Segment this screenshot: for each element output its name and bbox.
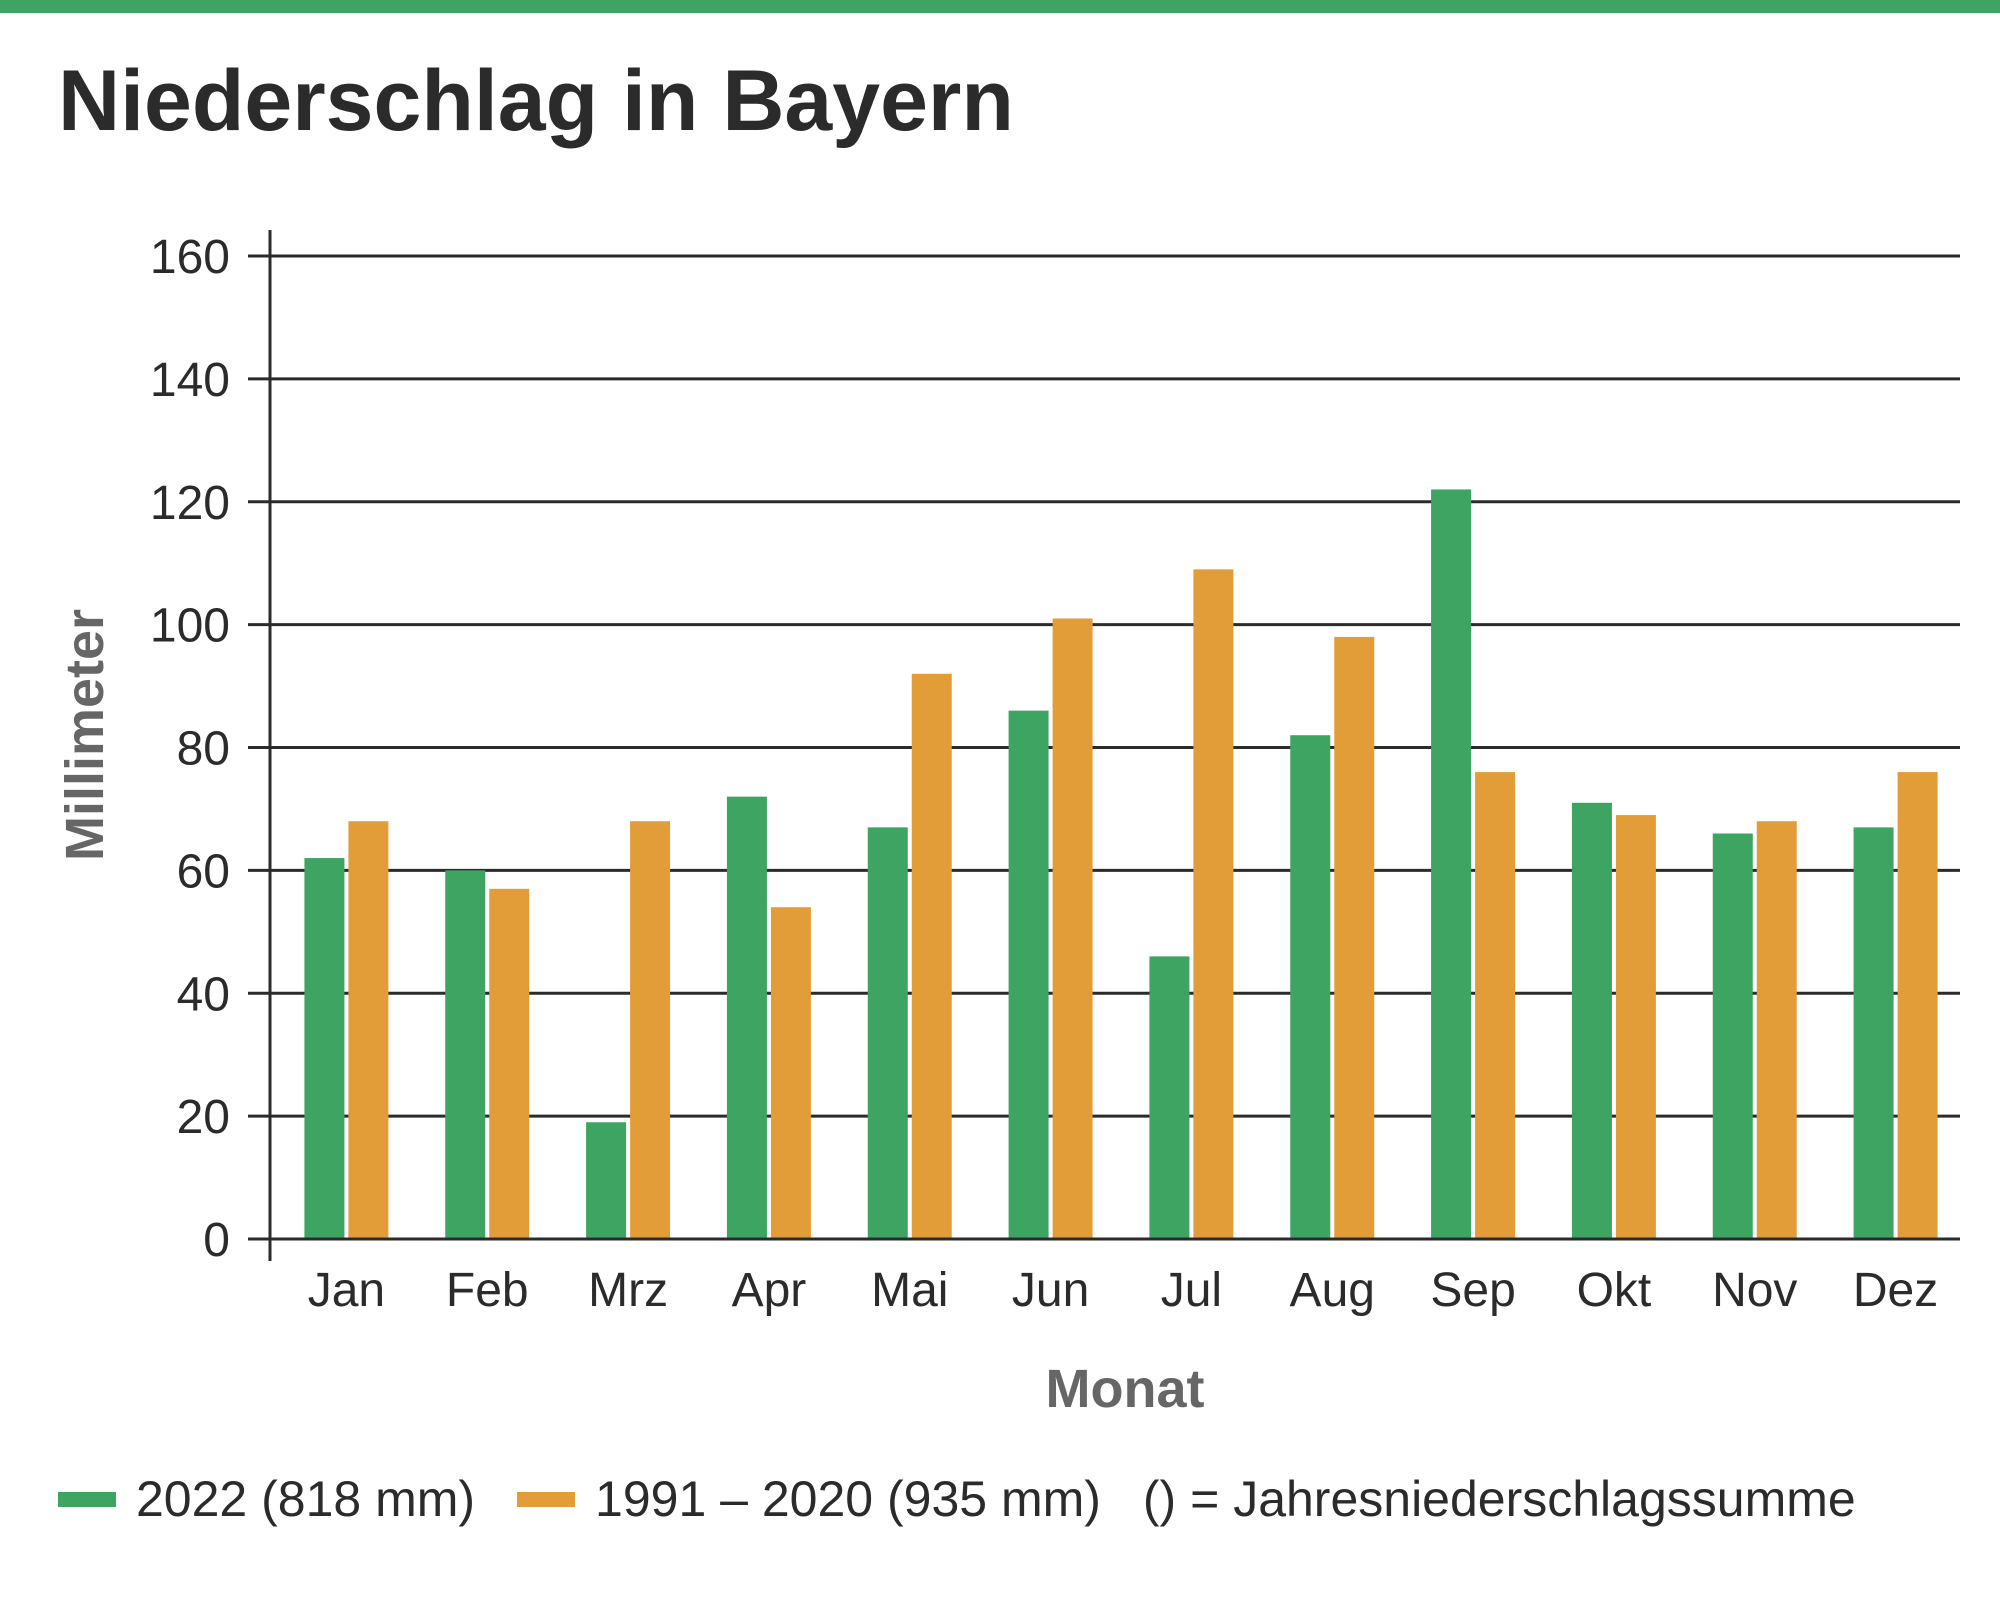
legend: 2022 (818 mm) 1991 – 2020 (935 mm) () = … bbox=[58, 1470, 1856, 1528]
x-tick-label: Sep bbox=[1430, 1264, 1515, 1317]
bar-reference-apr bbox=[770, 907, 811, 1239]
bar-2022-dez bbox=[1853, 827, 1894, 1239]
y-tick-label: 140 bbox=[150, 354, 230, 407]
x-axis-title: Monat bbox=[1046, 1359, 1205, 1419]
bar-reference-mrz bbox=[630, 821, 671, 1239]
y-axis-title: Millimeter bbox=[55, 609, 115, 861]
legend-swatch-reference bbox=[517, 1491, 576, 1507]
legend-item-2022: 2022 (818 mm) bbox=[58, 1470, 475, 1528]
x-tick-label: Apr bbox=[732, 1264, 807, 1317]
y-tick-label: 160 bbox=[150, 231, 230, 284]
x-tick-label: Feb bbox=[446, 1264, 529, 1317]
legend-label-2022: 2022 (818 mm) bbox=[136, 1471, 476, 1527]
bar-2022-okt bbox=[1571, 802, 1612, 1239]
y-tick-label: 0 bbox=[203, 1214, 230, 1267]
y-tick-label: 120 bbox=[150, 477, 230, 530]
bar-reference-mai bbox=[911, 673, 952, 1239]
bar-reference-jan bbox=[348, 821, 389, 1239]
x-tick-label: Dez bbox=[1853, 1264, 1938, 1317]
top-accent-bar bbox=[0, 0, 2000, 13]
bar-2022-jan bbox=[304, 858, 345, 1239]
x-tick-label: Mrz bbox=[588, 1264, 668, 1317]
y-tick-label: 80 bbox=[177, 723, 230, 776]
bar-2022-mai bbox=[867, 827, 908, 1239]
x-tick-label: Nov bbox=[1712, 1264, 1797, 1317]
bar-2022-mrz bbox=[586, 1122, 627, 1239]
y-tick-label: 60 bbox=[177, 845, 230, 898]
bar-2022-apr bbox=[726, 796, 767, 1239]
bar-reference-sep bbox=[1475, 772, 1516, 1239]
bar-reference-jun bbox=[1052, 618, 1093, 1239]
x-tick-label: Aug bbox=[1290, 1264, 1375, 1317]
bar-reference-feb bbox=[489, 888, 530, 1239]
legend-swatch-2022 bbox=[58, 1491, 116, 1507]
x-tick-label: Jul bbox=[1161, 1264, 1222, 1317]
legend-note: () = Jahresniederschlagssumme bbox=[1142, 1471, 1856, 1527]
bar-2022-feb bbox=[445, 870, 486, 1239]
bar-reference-dez bbox=[1897, 772, 1938, 1239]
bar-2022-jun bbox=[1008, 710, 1049, 1239]
x-tick-label: Jan bbox=[308, 1264, 385, 1317]
bar-2022-aug bbox=[1290, 735, 1331, 1239]
bar-2022-sep bbox=[1431, 489, 1472, 1239]
legend-label-reference: 1991 – 2020 (935 mm) bbox=[595, 1471, 1101, 1527]
x-tick-label: Okt bbox=[1577, 1264, 1652, 1317]
bar-reference-okt bbox=[1615, 815, 1656, 1239]
y-tick-label: 40 bbox=[177, 968, 230, 1021]
legend-item-reference: 1991 – 2020 (935 mm) bbox=[517, 1470, 1101, 1528]
bar-reference-jul bbox=[1193, 569, 1234, 1239]
bar-2022-jul bbox=[1149, 956, 1190, 1239]
y-tick-label: 100 bbox=[150, 600, 230, 653]
bar-reference-nov bbox=[1756, 821, 1797, 1239]
chart-title: Niederschlag in Bayern bbox=[58, 53, 1014, 149]
bar-2022-nov bbox=[1712, 833, 1753, 1239]
bar-reference-aug bbox=[1334, 636, 1375, 1239]
x-tick-label: Jun bbox=[1012, 1264, 1089, 1317]
y-tick-label: 20 bbox=[177, 1091, 230, 1144]
x-tick-label: Mai bbox=[871, 1264, 948, 1317]
